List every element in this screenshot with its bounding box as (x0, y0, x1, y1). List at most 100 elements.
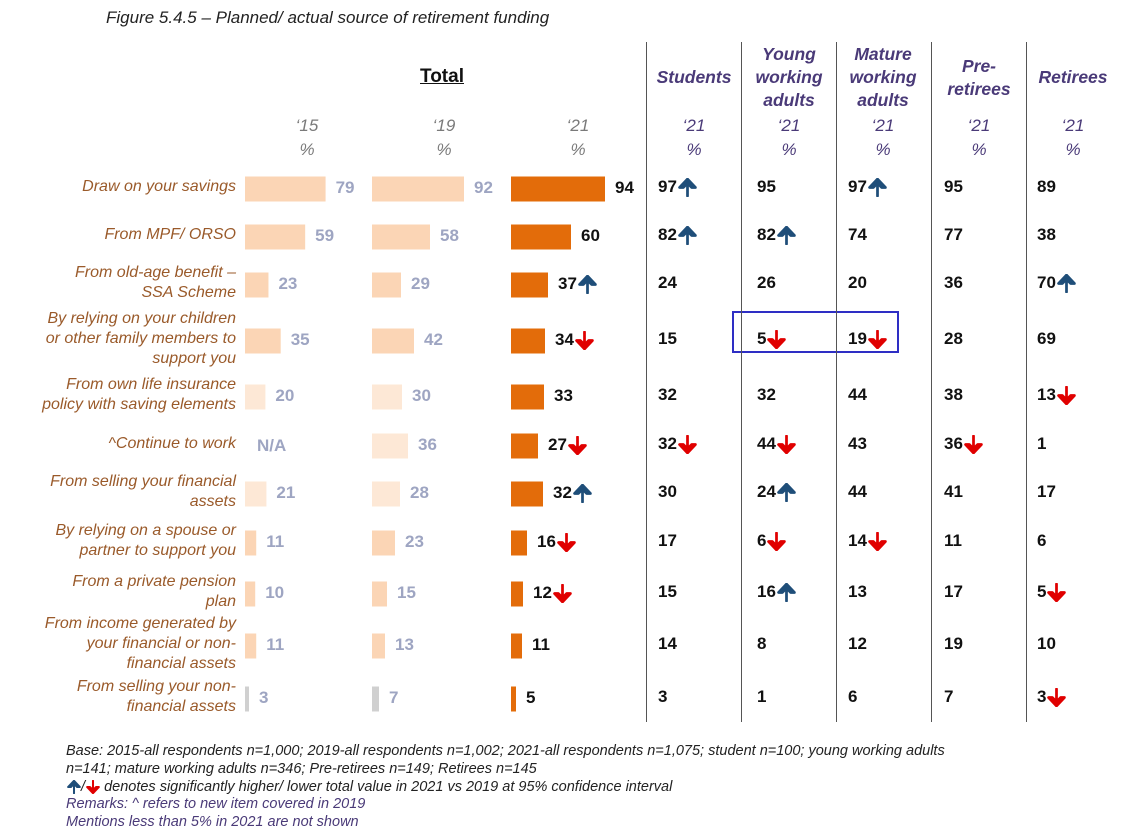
arrow-up-icon (777, 483, 796, 503)
bar-value-label: 20 (275, 386, 294, 406)
bar-value-number: 92 (474, 178, 493, 197)
table-cell-value: 3 (658, 687, 668, 706)
bar-y21 (511, 433, 538, 459)
bar-value-number: 58 (440, 226, 459, 245)
bar-y15 (245, 581, 256, 607)
bar-value-label: 60 (581, 226, 600, 246)
row-label: By relying on your children or other fami… (45, 310, 236, 367)
table-cell-value: 24 (658, 273, 677, 292)
table-cell-value: 82 (757, 225, 776, 244)
table-cell-value: 16 (757, 582, 776, 601)
table-cell-young: 26 (757, 273, 776, 293)
bar-value-label: 92 (474, 178, 493, 198)
table-cell-value: 20 (848, 273, 867, 292)
table-cell-value: 32 (658, 434, 677, 453)
table-cell-value: 74 (848, 225, 867, 244)
table-cell-value: 36 (944, 273, 963, 292)
figure-title: Figure 5.4.5 – Planned/ actual source of… (106, 8, 550, 27)
bar-value-label: 3 (259, 688, 268, 708)
group-header-students: Students (656, 67, 732, 87)
bar-value-label: 15 (397, 583, 416, 603)
bar-value-label: 11 (266, 635, 284, 655)
table-cell-value: 7 (944, 687, 954, 706)
table-cell-retirees: 1 (1037, 434, 1046, 454)
table-cell-pre: 36 (944, 273, 963, 293)
table-cell-value: 6 (848, 687, 858, 706)
table-cell-value: 43 (848, 434, 867, 453)
table-cell-value: 5 (1037, 582, 1047, 601)
bar-y19 (372, 384, 402, 410)
table-cell-value: 69 (1037, 329, 1056, 348)
table-cell-value: 15 (658, 582, 677, 601)
bar-y19 (372, 224, 430, 250)
bar-value-label: 16 (537, 532, 576, 553)
bar-value-number: 27 (548, 435, 567, 454)
bar-value-label: 33 (554, 386, 573, 406)
table-cell-pre: 41 (944, 482, 963, 502)
table-cell-value: 97 (658, 177, 677, 196)
table-cell-young: 44 (757, 434, 796, 455)
table-cell-value: 3 (1037, 687, 1047, 706)
bar-value-label: 12 (533, 583, 572, 604)
bar-value-number: 7 (389, 688, 399, 707)
table-cell-value: 24 (757, 482, 776, 501)
bar-value-label: 34 (555, 330, 594, 351)
bar-value-label: 28 (410, 483, 429, 503)
bar-y15 (245, 481, 267, 507)
arrow-up-icon (578, 275, 597, 295)
bar-y19 (372, 581, 387, 607)
bar-y19 (372, 272, 401, 298)
table-cell-retirees: 10 (1037, 634, 1056, 654)
table-cell-students: 24 (658, 273, 677, 293)
arrow-up-icon (678, 178, 697, 198)
year-header-y21: ‘21% (566, 116, 590, 159)
total-header: Total (420, 66, 464, 87)
bar-y21 (511, 176, 605, 202)
arrow-up-icon (678, 226, 697, 246)
column-divider (741, 42, 742, 722)
bar-value-na: N/A (257, 436, 287, 455)
footnote-base-2: n=141; mature working adults n=346; Pre-… (66, 761, 537, 777)
bar-value-label: 42 (424, 330, 443, 350)
bar-value-number: 79 (335, 178, 355, 197)
table-cell-mature: 44 (848, 482, 867, 502)
table-cell-young: 82 (757, 225, 796, 246)
arrow-up-icon (868, 178, 887, 198)
table-cell-young: 5 (757, 329, 787, 350)
bar-value-label: 5 (526, 688, 535, 708)
bar-value-number: 20 (275, 386, 295, 405)
arrow-down-icon (553, 584, 572, 604)
bar-value-number: 60 (581, 226, 600, 245)
bar-y15 (245, 633, 257, 659)
table-cell-pre: 38 (944, 385, 963, 405)
column-divider (1026, 42, 1027, 722)
bar-y19 (372, 328, 414, 354)
bar-value-number: 3 (259, 688, 269, 707)
table-cell-young: 24 (757, 482, 796, 503)
table-cell-value: 6 (757, 531, 767, 550)
bar-value-label: 59 (315, 226, 334, 246)
bar-value-number: 30 (412, 386, 431, 405)
arrow-down-icon (575, 331, 594, 351)
table-cell-value: 1 (757, 687, 767, 706)
bar-value-number: 59 (315, 226, 335, 245)
table-cell-value: 14 (848, 531, 867, 550)
group-header-retirees: Retirees (1038, 67, 1108, 87)
legend-slash: / (81, 779, 86, 795)
bar-value-label: 35 (291, 330, 310, 350)
group-year-header-young: ‘21% (777, 116, 801, 159)
table-cell-students: 32 (658, 385, 677, 405)
bar-value-number: 5 (526, 688, 536, 707)
table-cell-students: 14 (658, 634, 677, 654)
arrow-down-icon (767, 532, 787, 552)
bar-value-label: 23 (278, 274, 297, 294)
bar-value-label: 94 (615, 178, 634, 198)
bar-value-label: 79 (336, 178, 355, 198)
table-cell-value: 11 (944, 531, 962, 550)
bar-value-label: 11 (532, 635, 550, 655)
arrow-down-icon (777, 435, 796, 455)
table-cell-retirees: 5 (1037, 582, 1067, 603)
bar-value-label: 13 (395, 635, 414, 655)
arrow-down-icon (1047, 688, 1067, 708)
bar-value-number: 29 (411, 274, 430, 293)
